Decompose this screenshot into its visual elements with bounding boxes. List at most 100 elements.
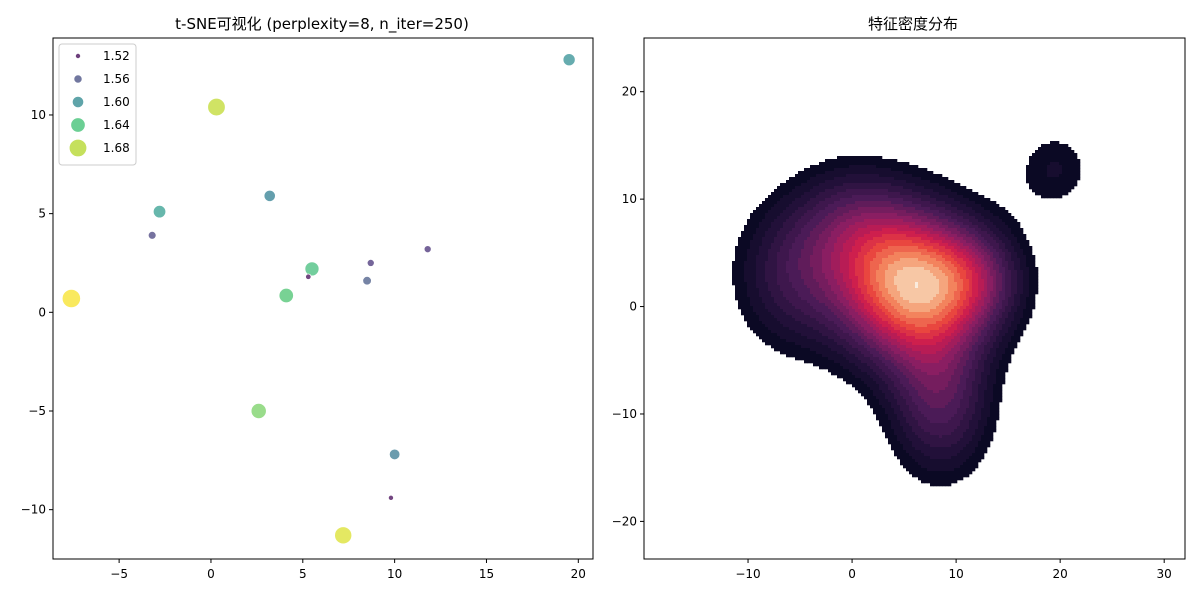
density-cell <box>858 180 862 184</box>
density-cell <box>828 258 832 262</box>
density-cell <box>831 309 835 313</box>
density-cell <box>900 168 904 172</box>
density-cell <box>933 276 937 280</box>
density-cell <box>933 423 937 427</box>
density-cell <box>849 369 853 373</box>
density-cell <box>816 204 820 208</box>
density-cell <box>891 276 895 280</box>
density-cell <box>789 318 793 322</box>
density-cell <box>855 162 859 166</box>
density-cell <box>789 234 793 238</box>
density-cell <box>843 222 847 226</box>
density-cell <box>783 315 787 319</box>
density-cell <box>918 390 922 394</box>
density-cell <box>831 321 835 325</box>
density-cell <box>915 249 919 253</box>
density-cell <box>924 390 928 394</box>
density-cell <box>852 213 856 217</box>
density-cell <box>828 222 832 226</box>
density-cell <box>918 168 922 172</box>
density-cell <box>894 417 898 421</box>
density-cell <box>777 318 781 322</box>
density-cell <box>894 330 898 334</box>
legend-label: 1.68 <box>103 141 130 155</box>
density-cell <box>924 285 928 289</box>
density-cell <box>843 321 847 325</box>
density-cell <box>795 300 799 304</box>
density-cell <box>915 399 919 403</box>
density-cell <box>867 159 871 163</box>
density-cell <box>903 201 907 205</box>
density-cell <box>897 420 901 424</box>
density-cell <box>837 258 841 262</box>
density-cell <box>813 300 817 304</box>
density-cell <box>861 219 865 223</box>
density-cell <box>831 339 835 343</box>
density-cell <box>834 294 838 298</box>
density-cell <box>936 273 940 277</box>
density-cell <box>834 231 838 235</box>
density-cell <box>753 294 757 298</box>
density-cell <box>882 213 886 217</box>
density-cell <box>858 240 862 244</box>
density-cell <box>918 372 922 376</box>
density-cell <box>846 240 850 244</box>
density-cell <box>753 213 757 217</box>
density-cell <box>936 207 940 211</box>
density-cell <box>915 366 919 370</box>
density-cell <box>927 309 931 313</box>
density-cell <box>801 237 805 241</box>
density-cell <box>858 264 862 268</box>
density-cell <box>819 273 823 277</box>
density-cell <box>903 225 907 229</box>
density-cell <box>792 204 796 208</box>
density-cell <box>747 318 751 322</box>
density-cell <box>909 198 913 202</box>
density-cell <box>897 228 901 232</box>
density-cell <box>885 180 889 184</box>
density-cell <box>897 195 901 199</box>
density-cell <box>879 405 883 409</box>
density-cell <box>864 288 868 292</box>
density-cell <box>861 333 865 337</box>
density-cell <box>813 171 817 175</box>
density-cell <box>924 477 928 481</box>
density-cell <box>930 432 934 436</box>
density-cell <box>849 228 853 232</box>
density-cell <box>885 273 889 277</box>
density-cell <box>903 420 907 424</box>
density-cell <box>930 294 934 298</box>
density-cell <box>750 234 754 238</box>
density-cell <box>936 339 940 343</box>
density-cell <box>900 423 904 427</box>
density-cell <box>864 291 868 295</box>
density-cell <box>771 336 775 340</box>
density-cell <box>909 441 913 445</box>
density-cell <box>813 270 817 274</box>
density-cell <box>858 183 862 187</box>
density-cell <box>900 351 904 355</box>
density-cell <box>831 288 835 292</box>
density-cell <box>837 339 841 343</box>
density-cell <box>837 255 841 259</box>
density-cell <box>927 378 931 382</box>
density-cell <box>906 162 910 166</box>
density-cell <box>909 228 913 232</box>
density-cell <box>849 285 853 289</box>
density-cell <box>933 204 937 208</box>
density-cell <box>879 324 883 328</box>
density-cell <box>906 351 910 355</box>
density-cell <box>933 216 937 220</box>
density-cell <box>837 156 841 160</box>
density-cell <box>927 456 931 460</box>
density-cell <box>900 201 904 205</box>
density-cell <box>879 222 883 226</box>
density-cell <box>882 216 886 220</box>
density-cell <box>852 219 856 223</box>
density-cell <box>816 183 820 187</box>
density-cell <box>831 180 835 184</box>
density-cell <box>852 222 856 226</box>
density-cell <box>897 165 901 169</box>
density-cell <box>768 330 772 334</box>
density-cell <box>894 357 898 361</box>
